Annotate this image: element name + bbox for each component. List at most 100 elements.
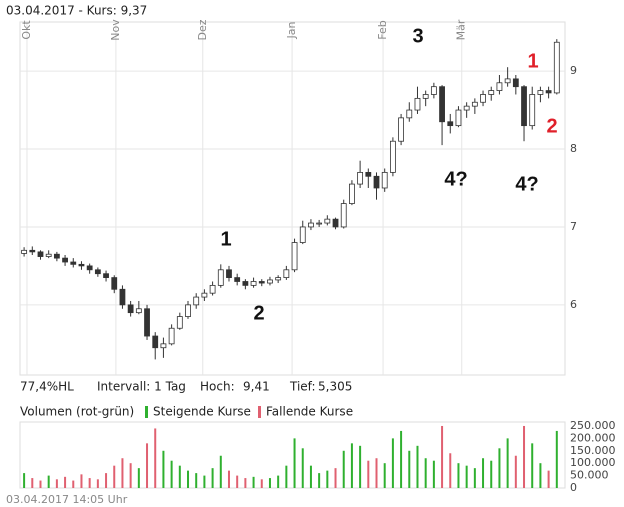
x-tick-label: Mär	[455, 19, 468, 40]
candle-body	[349, 183, 355, 204]
volume-bar	[457, 463, 460, 488]
volume-title: Volumen (rot-grün)	[20, 405, 134, 419]
volume-bar	[219, 455, 222, 488]
candle-body	[455, 109, 462, 127]
volume-bar	[309, 465, 312, 488]
candle-body	[62, 257, 68, 263]
volume-bar	[416, 445, 419, 488]
volume-bar	[301, 448, 304, 488]
candle-body	[70, 261, 77, 265]
volume-bar	[490, 460, 493, 488]
candle-body	[258, 281, 265, 284]
volume-bar	[523, 425, 526, 488]
candle-body	[332, 218, 339, 228]
y-tick-label: 0	[570, 481, 577, 494]
candle-body	[242, 281, 249, 286]
candle-body	[103, 273, 109, 278]
candle-body	[389, 140, 396, 173]
volume-bar	[408, 450, 411, 488]
candle-body	[414, 97, 421, 111]
plot-frame	[19, 421, 566, 489]
volume-bar	[203, 475, 206, 488]
volume-bar	[244, 478, 247, 488]
annotation: 1	[220, 228, 231, 250]
stat: Intervall: 1 Tag	[97, 380, 186, 394]
candle-body	[406, 109, 413, 119]
candle-body	[201, 292, 208, 298]
y-tick-label: 9	[570, 64, 577, 77]
y-tick-label: 8	[570, 142, 577, 155]
volume-bar	[277, 475, 280, 488]
stat: Tief:	[289, 380, 316, 394]
candle-body	[504, 78, 511, 84]
volume-bar	[39, 480, 42, 488]
volume-bar	[154, 428, 157, 488]
candle-body	[471, 101, 478, 107]
candle-body	[152, 335, 159, 349]
volume-bar	[555, 430, 558, 488]
volume-bar	[342, 450, 345, 488]
candle-body	[529, 94, 536, 127]
candle-body	[234, 277, 241, 282]
candle-body	[340, 203, 347, 228]
candle-body	[422, 94, 429, 99]
stat: 77,4%HL	[20, 380, 74, 394]
candle-body	[488, 90, 495, 95]
candle-body	[29, 249, 36, 253]
volume-bar	[88, 478, 91, 488]
legend-label: Fallende Kurse	[266, 405, 353, 419]
candle-body	[53, 253, 60, 259]
candle-body	[217, 269, 224, 286]
annotation: 2	[253, 302, 264, 324]
legend-label: Steigende Kurse	[153, 405, 251, 419]
volume-bar	[506, 438, 509, 488]
volume-bar	[113, 465, 116, 488]
volume-bar	[482, 458, 485, 488]
volume-bar	[195, 473, 198, 488]
candle-body	[37, 251, 44, 257]
candle-body	[316, 222, 323, 225]
candle-body	[94, 269, 101, 275]
volume-bar	[293, 438, 296, 488]
x-tick-label: Nov	[109, 19, 122, 41]
volume-bar	[367, 460, 370, 488]
volume-bar	[178, 465, 181, 488]
candle-body	[324, 218, 331, 224]
candle-body	[250, 281, 257, 286]
x-tick-label: Dez	[196, 19, 209, 40]
candle-body	[283, 269, 290, 278]
header: 03.04.2017 - Kurs: 9,37	[6, 4, 147, 18]
x-tick-label: Feb	[376, 20, 389, 39]
candle-body	[111, 277, 118, 290]
stat: 9,41	[243, 380, 270, 394]
y-tick-label: 7	[570, 220, 577, 233]
volume-bar	[531, 443, 534, 488]
candle-body	[86, 265, 93, 271]
y-tick-label: 200.000	[570, 431, 616, 444]
candle-body	[21, 249, 27, 254]
y-tick-label: 250.000	[570, 419, 616, 432]
volume-bar	[64, 476, 67, 488]
volume-bar	[473, 468, 476, 488]
legend-swatch	[258, 406, 261, 418]
candle-body	[267, 279, 273, 284]
volume-bar	[55, 479, 58, 488]
volume-bar	[359, 445, 362, 488]
annotation: 4?	[444, 168, 467, 190]
candle-body	[299, 226, 306, 243]
volume-bar	[318, 473, 321, 488]
candle-body	[512, 78, 519, 88]
candle-body	[185, 304, 191, 317]
volume-bar	[449, 453, 452, 488]
volume-bar	[31, 478, 34, 488]
candle-body	[545, 90, 552, 94]
volume-bar	[187, 470, 190, 488]
candle-body	[521, 86, 527, 127]
volume-bar	[539, 463, 542, 488]
candle-body	[275, 277, 282, 281]
annotation: 4?	[515, 173, 538, 195]
candle-body	[127, 304, 134, 314]
candle-body	[357, 171, 364, 185]
volume-bar	[441, 425, 444, 488]
candle-body	[463, 105, 470, 111]
